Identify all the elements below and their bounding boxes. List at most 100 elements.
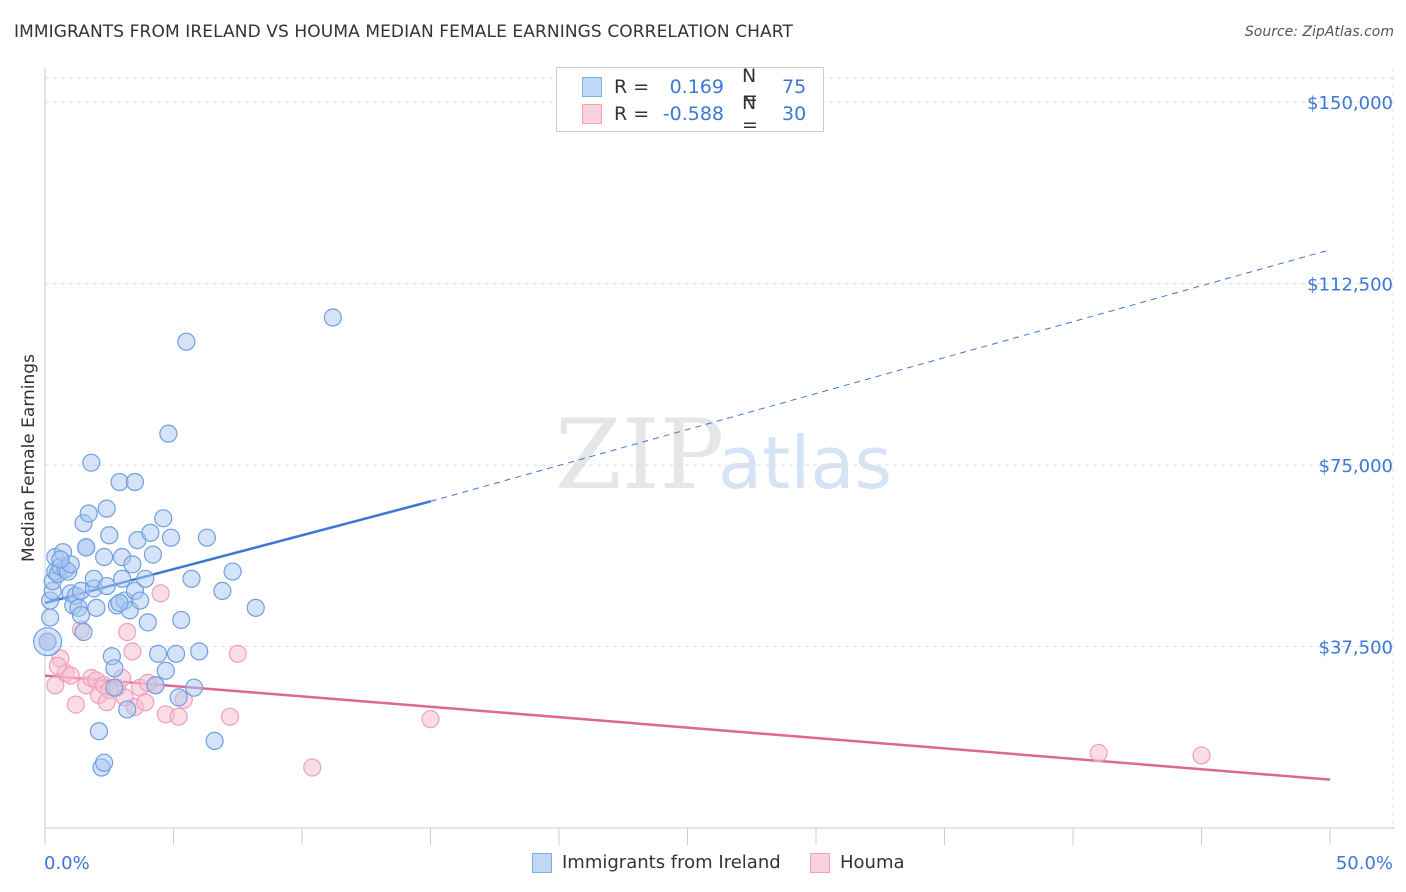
houma-point	[220, 707, 240, 726]
legend-n-value: 75	[782, 76, 807, 98]
legend-row-houma: R = -0.588 N = 30	[582, 92, 807, 136]
ireland-point	[71, 605, 91, 625]
ireland-point	[110, 593, 129, 613]
legend-n-label: N =	[742, 65, 758, 109]
legend-n-label: N =	[742, 92, 758, 136]
ireland-point	[136, 569, 155, 588]
legend-r-value: -0.588	[662, 103, 724, 125]
gridlines	[45, 77, 1395, 648]
ireland-point	[148, 644, 168, 663]
legend-swatch-ireland	[582, 77, 602, 97]
legend-r-label: R =	[614, 76, 650, 98]
houma-point	[66, 695, 85, 714]
ireland-point	[105, 659, 124, 678]
ireland-point	[205, 731, 224, 751]
x-tick-label-min: 0.0%	[44, 853, 90, 874]
ireland-point	[154, 509, 173, 528]
ireland-point	[323, 308, 342, 327]
ireland-point	[123, 555, 142, 574]
ireland-point	[82, 453, 101, 472]
ireland-point	[213, 581, 232, 601]
trend-lines	[44, 249, 1331, 781]
ireland-point	[77, 538, 96, 557]
houma-point	[303, 758, 322, 777]
ireland-point	[172, 610, 191, 630]
ireland-trend-dashed	[430, 249, 1331, 502]
houma-point	[97, 693, 116, 712]
ireland-point	[159, 424, 178, 443]
ireland-point	[74, 622, 93, 642]
ireland-point	[41, 608, 60, 627]
ireland-point	[182, 569, 201, 588]
ireland-point	[87, 598, 106, 617]
ireland-point	[112, 569, 132, 588]
watermark-atlas: atlas	[718, 421, 892, 505]
ireland-point-large	[32, 627, 63, 657]
ireland-point	[95, 547, 114, 567]
axis-labels: $37,500 $75,000 $112,500 $150,000 0.0% 50.0% M…	[19, 93, 1393, 874]
bottom-legend-ireland: Immigrants from Ireland	[532, 852, 781, 873]
ireland-point	[89, 722, 109, 741]
y-axis-title: Median Female Earnings	[19, 354, 39, 562]
legend-r-value: 0.169	[669, 76, 724, 98]
houma-trend-line	[44, 674, 1331, 781]
ireland-point	[166, 644, 186, 663]
houma-point	[1192, 746, 1211, 765]
axes	[44, 68, 1395, 845]
houma-point	[136, 693, 155, 712]
y-tick-label: $150,000	[1307, 93, 1393, 114]
ireland-point	[169, 688, 188, 707]
correlation-legend: R = 0.169 N = 75 R = -0.588 N = 30	[556, 65, 824, 136]
ireland-point	[141, 523, 160, 542]
bottom-legend-houma: Houma	[810, 852, 905, 873]
ireland-point	[100, 526, 119, 545]
houma-point	[169, 707, 188, 726]
ireland-point	[143, 545, 163, 564]
ireland-point	[118, 700, 137, 719]
houma-point	[46, 676, 65, 695]
houma-point	[151, 584, 170, 603]
bottom-legend-swatch-houma	[810, 852, 830, 873]
ireland-point	[138, 613, 157, 632]
ireland-point	[97, 499, 116, 518]
houma-point	[123, 642, 142, 661]
ireland-point	[125, 472, 145, 492]
ireland-point	[51, 550, 70, 569]
ireland-point	[105, 678, 124, 697]
ireland-point	[184, 678, 204, 697]
chart-title: IMMIGRANTS FROM IRELAND VS HOUMA MEDIAN …	[14, 22, 793, 42]
y-tick-label: $75,000	[1319, 456, 1393, 477]
legend-swatch-houma	[582, 104, 602, 124]
houma-point	[228, 644, 247, 663]
ireland-point	[79, 504, 98, 523]
ireland-point	[95, 753, 114, 772]
y-tick-label: $112,500	[1307, 275, 1393, 296]
legend-row-ireland: R = 0.169 N = 75	[582, 65, 807, 109]
ireland-point	[110, 472, 129, 492]
legend-r-label: R =	[614, 103, 650, 125]
ireland-point	[130, 591, 150, 610]
houma-point	[1089, 743, 1108, 763]
ireland-point	[246, 598, 265, 617]
data-points	[32, 308, 1211, 777]
houma-point	[48, 656, 67, 676]
houma-point	[118, 622, 137, 642]
x-tick-label-max: 50.0%	[1336, 853, 1393, 874]
bottom-legend-swatch-ireland	[532, 852, 552, 873]
watermark-zip: ZIP	[555, 399, 724, 511]
bottom-legend-label-ireland: Immigrants from Ireland	[562, 852, 781, 873]
source-label: Source: ZipAtlas.com	[1244, 24, 1394, 40]
houma-point	[61, 666, 80, 685]
y-tick-label: $37,500	[1319, 638, 1393, 659]
ireland-point	[146, 676, 165, 695]
ireland-point	[156, 661, 175, 680]
ireland-point	[161, 528, 181, 547]
houma-point	[421, 710, 440, 729]
ireland-point	[177, 332, 196, 351]
ireland-point	[223, 562, 242, 581]
bottom-legend-label-houma: Houma	[840, 852, 905, 873]
ireland-point	[197, 528, 217, 547]
ireland-point	[190, 642, 209, 661]
legend-n-value: 30	[782, 103, 807, 125]
